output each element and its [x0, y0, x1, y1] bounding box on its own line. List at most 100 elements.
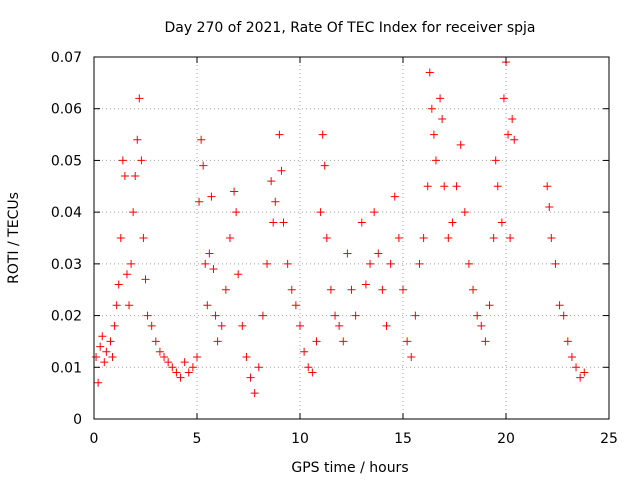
- data-point: [116, 234, 125, 242]
- data-point: [263, 259, 272, 268]
- data-point: [217, 321, 226, 330]
- data-point: [277, 166, 286, 175]
- data-point: [203, 301, 212, 310]
- data-point: [572, 363, 581, 372]
- data-point: [112, 301, 121, 310]
- data-point: [108, 352, 117, 361]
- data-point: [335, 321, 344, 330]
- data-point: [199, 161, 208, 170]
- data-point: [320, 161, 329, 170]
- data-point: [378, 285, 387, 294]
- data-point: [269, 218, 278, 227]
- data-point: [555, 301, 564, 310]
- data-point: [176, 373, 185, 382]
- data-point: [563, 337, 572, 346]
- data-point: [425, 68, 434, 77]
- data-point: [283, 259, 292, 268]
- data-point: [440, 182, 449, 191]
- x-axis-label: GPS time / hours: [291, 460, 408, 476]
- data-point: [102, 347, 111, 356]
- data-point: [234, 270, 243, 279]
- data-point: [254, 363, 263, 372]
- data-point: [92, 352, 101, 361]
- data-point: [207, 192, 216, 201]
- data-point: [221, 285, 230, 294]
- data-point: [267, 177, 276, 186]
- y-tick-label: 0.06: [51, 102, 82, 118]
- plot-frame: [93, 56, 610, 420]
- data-point: [499, 94, 508, 103]
- data-point: [477, 321, 486, 330]
- data-point: [318, 130, 327, 139]
- data-point: [184, 368, 193, 377]
- data-point: [399, 285, 407, 294]
- y-tick-label: 0.02: [51, 309, 82, 325]
- data-point: [326, 285, 335, 294]
- x-tick-label: 5: [193, 431, 202, 447]
- data-point: [343, 249, 352, 258]
- data-point: [232, 208, 241, 217]
- data-point: [225, 234, 234, 242]
- data-point: [429, 130, 438, 139]
- data-point: [407, 352, 416, 361]
- data-point: [100, 358, 109, 367]
- data-point: [279, 218, 288, 227]
- data-point: [141, 275, 150, 284]
- data-point: [304, 363, 313, 372]
- data-point: [127, 259, 136, 268]
- data-point: [485, 301, 494, 310]
- data-point: [508, 115, 517, 124]
- data-point: [347, 285, 356, 294]
- data-point: [489, 234, 498, 242]
- data-point: [386, 259, 395, 268]
- data-point: [201, 259, 210, 268]
- data-point: [394, 234, 403, 242]
- data-point: [238, 321, 247, 330]
- data-point: [291, 301, 300, 310]
- x-tick-label: 10: [291, 431, 309, 447]
- data-point: [436, 94, 445, 103]
- data-point: [139, 234, 148, 242]
- data-point: [545, 202, 554, 211]
- data-point: [312, 337, 321, 346]
- data-point: [415, 259, 424, 268]
- data-point: [351, 311, 360, 320]
- y-tick-label: 0.07: [51, 50, 82, 66]
- data-point: [197, 135, 206, 144]
- data-point: [287, 285, 296, 294]
- data-point: [193, 352, 201, 361]
- data-point: [195, 197, 204, 206]
- data-point: [114, 280, 123, 289]
- data-point: [271, 197, 280, 206]
- data-point: [209, 265, 218, 274]
- data-point: [366, 259, 375, 268]
- data-point: [300, 347, 309, 356]
- data-point: [497, 218, 506, 227]
- data-point: [374, 249, 383, 258]
- data-point: [504, 130, 513, 139]
- data-point: [168, 363, 177, 372]
- data-point: [431, 156, 440, 165]
- data-point: [106, 337, 115, 346]
- data-point: [423, 182, 432, 191]
- data-point: [137, 156, 146, 165]
- y-tick-label: 0.05: [51, 153, 82, 169]
- data-point: [481, 337, 490, 346]
- data-point: [473, 311, 482, 320]
- data-point: [316, 208, 325, 217]
- data-point: [205, 249, 214, 258]
- data-point: [160, 352, 169, 361]
- x-tick-label: 0: [90, 431, 99, 447]
- data-point: [151, 337, 160, 346]
- data-point: [172, 368, 181, 377]
- data-point: [357, 218, 366, 227]
- data-point: [322, 234, 331, 242]
- grid: [94, 57, 609, 419]
- data-point: [131, 171, 140, 180]
- data-point: [448, 218, 457, 227]
- data-point: [559, 311, 568, 320]
- data-point: [510, 135, 519, 144]
- data-point: [580, 368, 589, 377]
- data-point: [491, 156, 500, 165]
